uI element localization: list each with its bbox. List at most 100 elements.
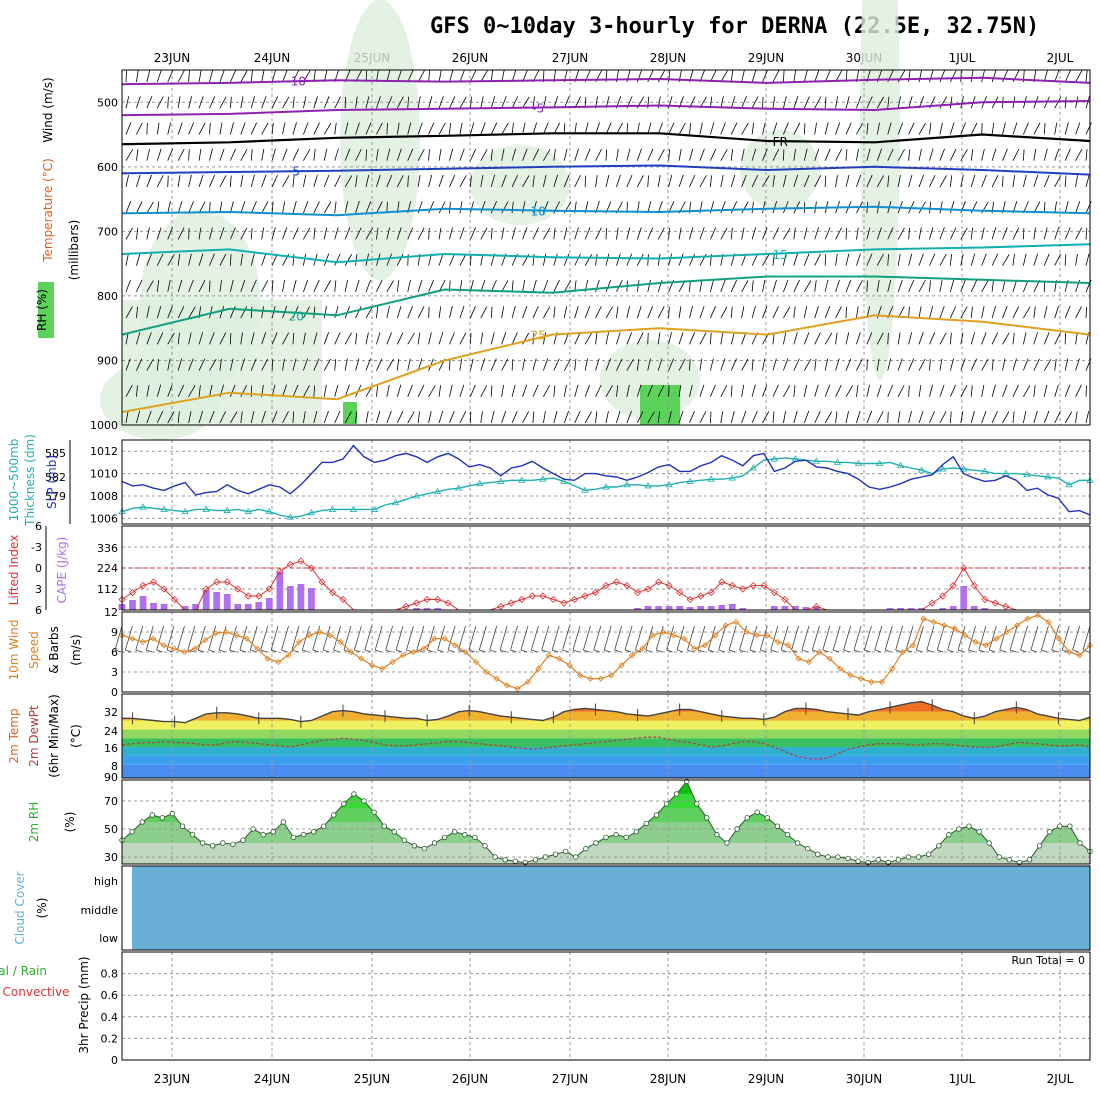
wind-barb (261, 122, 269, 135)
rh-marker (1046, 829, 1053, 835)
thick-marker (349, 505, 358, 512)
wind10-marker (233, 632, 240, 639)
ytick-upper-600: 600 (97, 161, 118, 174)
wind-barb (636, 384, 642, 397)
wind-barb (908, 332, 913, 345)
wind10-barb (364, 625, 373, 651)
wind-barb (887, 227, 894, 240)
wind-barb (960, 227, 968, 240)
wind10-barb (624, 625, 633, 651)
wind-barb (1033, 306, 1036, 319)
rh-marker (855, 858, 861, 864)
wind-barb (229, 96, 232, 109)
wind-barb (772, 148, 780, 161)
wind-barb (856, 174, 862, 188)
wind10-marker (1014, 622, 1021, 629)
wind-barb (282, 411, 289, 424)
wind-barb (563, 148, 568, 161)
wind-barb (668, 253, 673, 266)
wind-barb (553, 358, 560, 371)
wind-barb (198, 332, 204, 345)
thick-marker (454, 484, 463, 491)
wind-barb (428, 306, 430, 319)
wind-barb (929, 280, 931, 292)
wind-barb (240, 201, 246, 214)
wind-barb (960, 279, 966, 292)
wind-barb (595, 148, 602, 161)
wind-barb (522, 411, 530, 424)
wind-barb (1075, 306, 1082, 319)
wind10-barb (1020, 649, 1027, 653)
wind-barb (240, 358, 246, 371)
wind-barb (553, 385, 556, 397)
wind-barb (511, 410, 518, 424)
wind-barb (323, 253, 330, 266)
wind-barb (459, 201, 463, 214)
wind-barb (501, 358, 509, 371)
wind-barb (803, 96, 810, 109)
wind-barb (449, 384, 453, 397)
wind10-barb (624, 649, 632, 653)
wind10-marker (691, 645, 698, 652)
wind-barb (449, 148, 454, 161)
isotherm-FR (121, 132, 1091, 146)
thick-marker (1044, 473, 1052, 480)
ytick-upper-1000: 1000 (90, 419, 118, 432)
wind-barb (605, 306, 614, 319)
wind-barb (824, 358, 829, 371)
wind-barb (209, 174, 215, 188)
rh-shade (860, 0, 900, 380)
wind-barb (386, 227, 391, 240)
wind-barb (125, 279, 131, 292)
wind-barb (918, 122, 926, 135)
wind10-barb (322, 625, 331, 651)
wind-barb (960, 174, 964, 188)
lifted-marker (560, 599, 568, 607)
label-upper-wind: Wind (m/s) (41, 77, 55, 142)
wind10-marker (982, 642, 989, 649)
wind-barb (897, 253, 901, 266)
wind-barb (835, 122, 841, 135)
wind-barb (522, 279, 526, 292)
wind10-marker (774, 638, 781, 646)
wind-barb (146, 358, 154, 371)
wind-barb (480, 175, 484, 187)
wind-barb (396, 253, 404, 266)
wind-barb (866, 253, 873, 266)
wind-barb (480, 358, 486, 371)
date-bottom-24JUN: 24JUN (254, 1072, 291, 1086)
rh-swatch (38, 282, 54, 338)
wind-barb (292, 201, 297, 214)
lifted-marker (707, 588, 715, 597)
wind10-barb (437, 625, 446, 651)
wind-barb (229, 254, 232, 266)
wind-barb (1043, 384, 1048, 397)
wind-barb (1012, 384, 1019, 397)
ytick-precip-0.4: 0.4 (101, 1011, 119, 1024)
wind-barb (136, 410, 141, 424)
wind-barb (167, 148, 174, 161)
wind10-marker (514, 685, 521, 692)
wind-barb (1064, 227, 1071, 240)
isotherm-label-5: 5 (292, 165, 300, 179)
wind-barb (563, 227, 568, 240)
wind-barb (678, 227, 682, 240)
wind-barb (407, 384, 413, 397)
wind10-barb (822, 625, 831, 651)
wind-barb (323, 280, 332, 293)
wind-barb (313, 174, 318, 188)
lifted-marker (318, 578, 326, 586)
wind-barb (438, 174, 444, 188)
wind-barb (229, 122, 234, 135)
wind-barb (240, 253, 244, 266)
wind-barb (177, 253, 181, 266)
wind-barb (459, 96, 467, 109)
wind-barb (501, 174, 507, 188)
wind-barb (887, 148, 894, 161)
date-bottom-30JUN: 30JUN (846, 1072, 883, 1086)
wind10-barb (978, 625, 987, 651)
wind10-barb (291, 625, 300, 651)
wind-barb (970, 70, 974, 83)
wind-barb (793, 410, 798, 424)
wind-barb (1043, 227, 1048, 240)
